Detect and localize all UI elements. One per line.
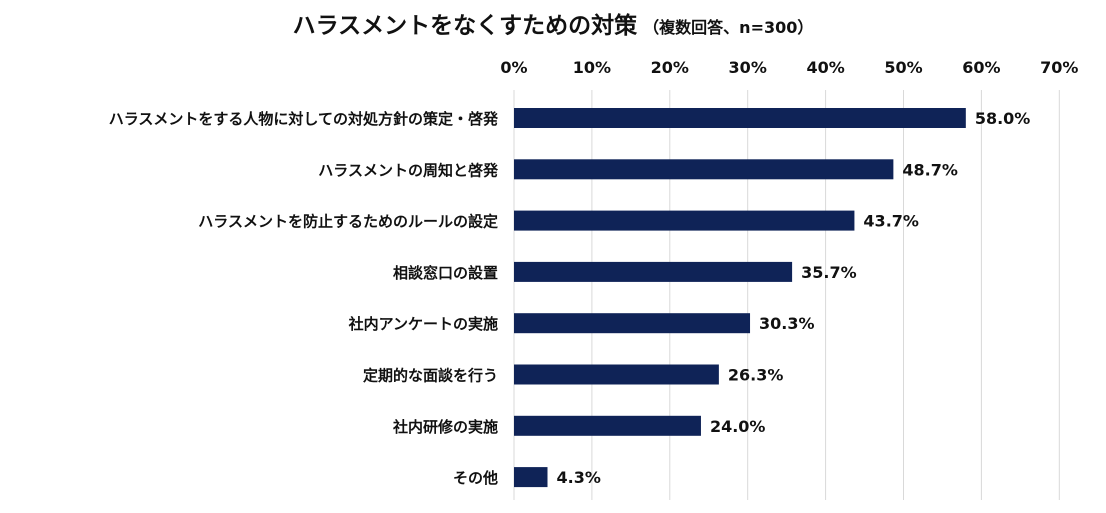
category-labels: ハラスメントをする人物に対しての対処方針の策定・啓発ハラスメントの周知と啓発ハラ… bbox=[109, 110, 499, 487]
data-label: 4.3% bbox=[556, 468, 600, 487]
data-label: 58.0% bbox=[975, 109, 1031, 128]
chart-title-text: ハラスメントをなくすための対策 bbox=[292, 13, 638, 39]
bar bbox=[514, 467, 548, 488]
x-tick-label: 50% bbox=[884, 58, 922, 77]
bar bbox=[514, 261, 793, 282]
bars bbox=[514, 108, 966, 488]
value-labels: 58.0% 48.7% 43.7% 35.7% 30.3% 26.3% 24.0% 4.3% bbox=[556, 109, 1030, 487]
gridlines bbox=[513, 90, 1060, 500]
x-tick-label: 30% bbox=[729, 58, 767, 77]
x-tick-label: 20% bbox=[651, 58, 689, 77]
category-label: ハラスメントを防止するためのルールの設定 bbox=[198, 213, 498, 231]
bar bbox=[514, 364, 719, 385]
data-label: 43.7% bbox=[863, 212, 919, 231]
bar bbox=[514, 415, 701, 436]
data-label: 48.7% bbox=[902, 160, 958, 179]
data-label: 30.3% bbox=[759, 314, 815, 333]
category-label: 定期的な面談を行う bbox=[363, 367, 498, 385]
chart-subtitle: （複数回答、n=300） bbox=[643, 18, 814, 37]
category-label: 社内研修の実施 bbox=[392, 418, 498, 436]
bar bbox=[514, 210, 855, 231]
x-tick-label: 10% bbox=[573, 58, 611, 77]
bar bbox=[514, 108, 966, 128]
x-tick-label: 40% bbox=[806, 58, 844, 77]
category-label: その他 bbox=[453, 469, 498, 487]
category-label: 相談窓口の設置 bbox=[393, 264, 498, 282]
data-label: 35.7% bbox=[801, 263, 857, 282]
x-tick-label: 60% bbox=[962, 58, 1000, 77]
chart-title: ハラスメントをなくすための対策 （複数回答、n=300） bbox=[0, 6, 1106, 40]
x-tick-label: 0% bbox=[500, 58, 527, 77]
category-label: ハラスメントをする人物に対しての対処方針の策定・啓発 bbox=[109, 110, 499, 128]
category-label: 社内アンケートの実施 bbox=[348, 315, 498, 333]
bar bbox=[514, 313, 751, 334]
x-axis-ticks: 0% 10% 20% 30% 40% 50% 60% 70% bbox=[500, 58, 1078, 77]
bar bbox=[514, 159, 894, 180]
data-label: 24.0% bbox=[710, 417, 766, 436]
data-label: 26.3% bbox=[728, 366, 784, 385]
x-tick-label: 70% bbox=[1040, 58, 1078, 77]
category-label: ハラスメントの周知と啓発 bbox=[318, 161, 499, 179]
